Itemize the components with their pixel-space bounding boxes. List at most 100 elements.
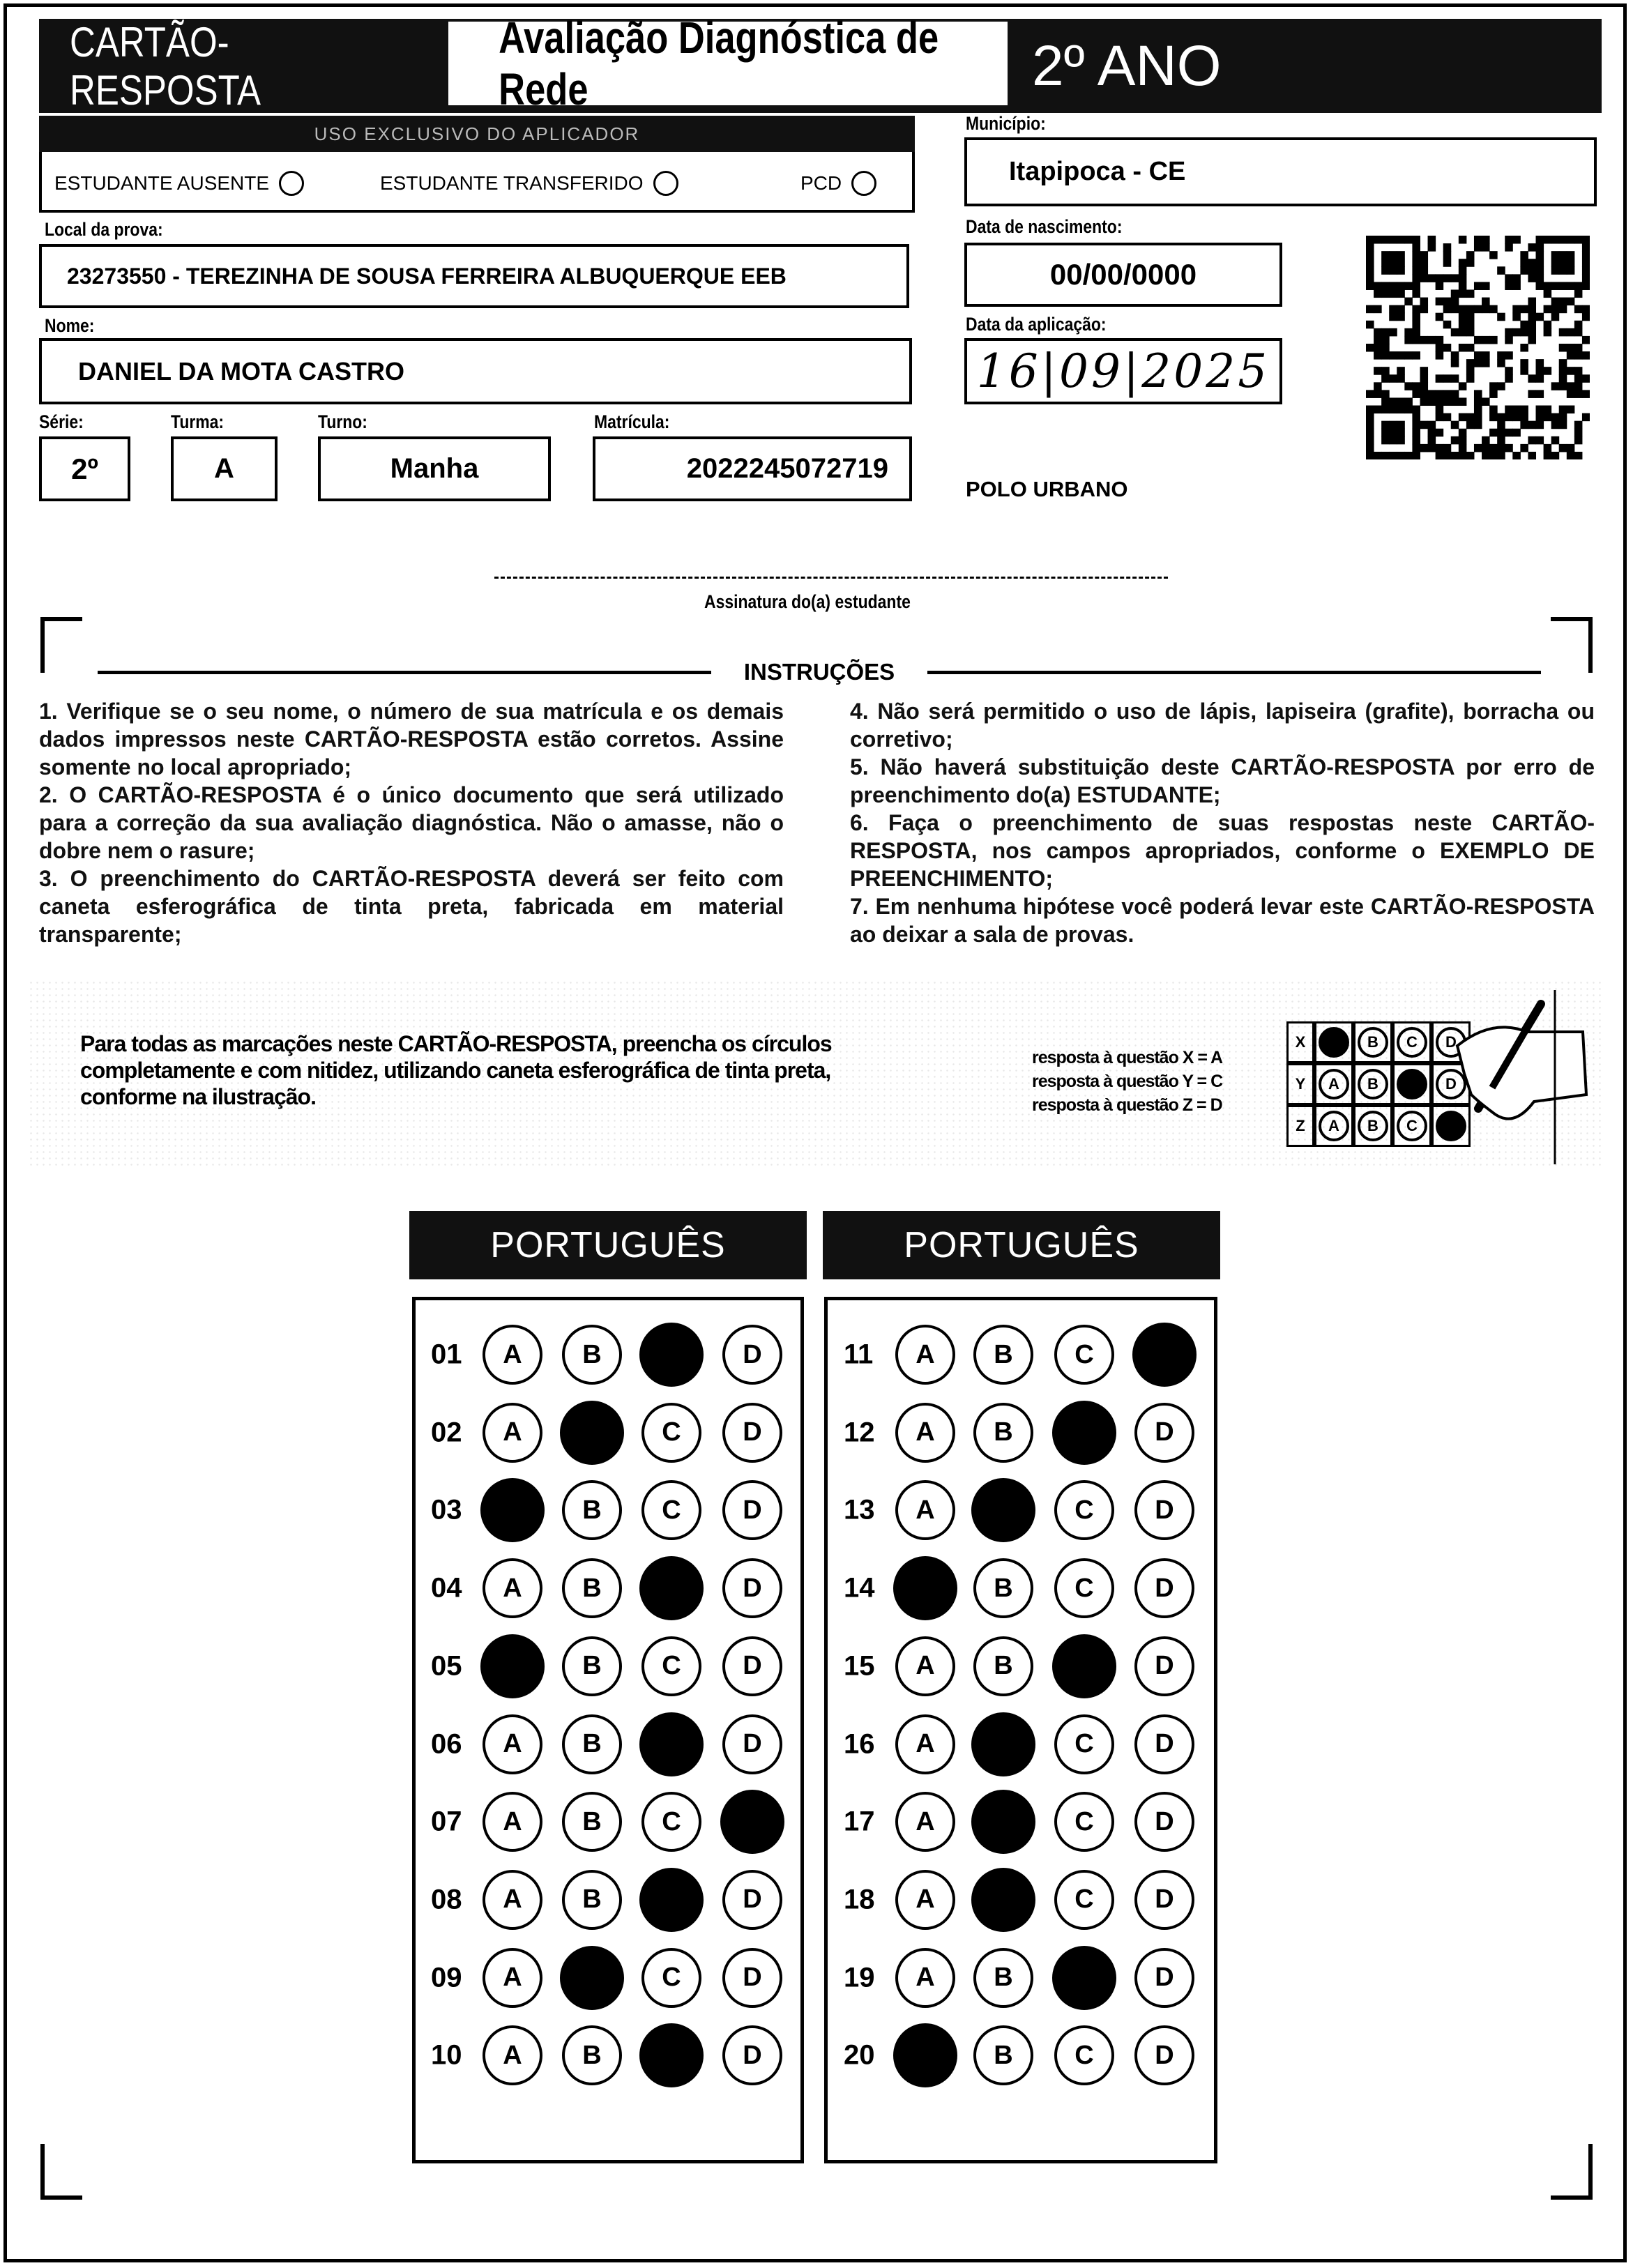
answer-bubble-07-C[interactable]: C xyxy=(641,1792,701,1852)
answer-bubble-18-D[interactable]: D xyxy=(1134,1869,1194,1930)
answer-bubble-14-C[interactable]: C xyxy=(1054,1558,1114,1619)
answer-bubble-07-B[interactable]: B xyxy=(562,1792,622,1852)
answer-bubble-12-D[interactable]: D xyxy=(1134,1402,1194,1463)
answer-bubble-07-D[interactable] xyxy=(720,1790,784,1855)
answer-bubble-16-A[interactable]: A xyxy=(895,1714,955,1774)
answer-bubble-05-C[interactable]: C xyxy=(641,1636,701,1696)
answer-bubble-19-C[interactable] xyxy=(1052,1945,1116,2010)
answer-bubble-09-B[interactable] xyxy=(560,1945,624,2010)
answer-bubble-15-B[interactable]: B xyxy=(973,1636,1033,1696)
answer-bubble-13-A[interactable]: A xyxy=(895,1480,955,1541)
answer-bubble-01-A[interactable]: A xyxy=(483,1325,542,1385)
option-absent[interactable]: ESTUDANTE AUSENTE xyxy=(54,171,305,196)
answer-bubble-14-D[interactable]: D xyxy=(1134,1558,1194,1619)
answer-bubble-09-A[interactable]: A xyxy=(483,1947,542,2008)
qr-module xyxy=(1512,405,1521,414)
answer-bubble-02-C[interactable]: C xyxy=(641,1402,701,1463)
answer-bubble-03-D[interactable]: D xyxy=(722,1480,782,1541)
answer-bubble-11-D[interactable] xyxy=(1132,1323,1197,1387)
answer-bubble-19-B[interactable]: B xyxy=(973,1947,1033,2008)
answer-bubble-10-D[interactable]: D xyxy=(722,2025,782,2086)
qr-module xyxy=(1574,305,1583,314)
answer-bubble-16-C[interactable]: C xyxy=(1054,1714,1114,1774)
qr-module xyxy=(1489,251,1498,259)
answer-bubble-11-B[interactable]: B xyxy=(973,1325,1033,1385)
answer-bubble-08-B[interactable]: B xyxy=(562,1869,622,1930)
nascimento-field: 00/00/0000 xyxy=(964,243,1282,307)
option-pcd[interactable]: PCD xyxy=(800,171,877,196)
answer-bubble-09-C[interactable]: C xyxy=(641,1947,701,2008)
answer-bubble-05-B[interactable]: B xyxy=(562,1636,622,1696)
qr-module xyxy=(1489,443,1498,452)
answer-bubble-18-A[interactable]: A xyxy=(895,1869,955,1930)
answer-bubble-04-B[interactable]: B xyxy=(562,1558,622,1619)
answer-bubble-19-A[interactable]: A xyxy=(895,1947,955,2008)
answer-bubble-06-B[interactable]: B xyxy=(562,1714,622,1774)
signature-line[interactable] xyxy=(494,577,1168,579)
answer-bubble-03-A[interactable] xyxy=(480,1478,545,1543)
answer-bubble-04-C[interactable] xyxy=(639,1556,704,1621)
radio-circle[interactable] xyxy=(851,171,877,196)
answer-bubble-07-A[interactable]: A xyxy=(483,1792,542,1852)
answer-bubble-02-B[interactable] xyxy=(560,1400,624,1465)
answer-bubble-10-A[interactable]: A xyxy=(483,2025,542,2086)
answer-bubble-17-B[interactable] xyxy=(971,1790,1035,1855)
answer-bubble-03-B[interactable]: B xyxy=(562,1480,622,1541)
answer-bubble-01-D[interactable]: D xyxy=(722,1325,782,1385)
option-label: ESTUDANTE AUSENTE xyxy=(54,172,270,194)
answer-bubble-20-A[interactable] xyxy=(893,2023,957,2088)
answer-bubble-13-C[interactable]: C xyxy=(1054,1480,1114,1541)
answer-bubble-12-B[interactable]: B xyxy=(973,1402,1033,1463)
answer-bubble-20-C[interactable]: C xyxy=(1054,2025,1114,2086)
answer-bubble-02-D[interactable]: D xyxy=(722,1402,782,1463)
answer-bubble-08-D[interactable]: D xyxy=(722,1869,782,1930)
answer-bubble-08-A[interactable]: A xyxy=(483,1869,542,1930)
answer-bubble-13-D[interactable]: D xyxy=(1134,1480,1194,1541)
qr-module xyxy=(1404,382,1413,390)
qr-module xyxy=(1389,259,1397,267)
answer-bubble-12-C[interactable] xyxy=(1052,1400,1116,1465)
answer-bubble-16-B[interactable] xyxy=(971,1712,1035,1776)
answer-bubble-01-B[interactable]: B xyxy=(562,1325,622,1385)
answer-bubble-18-C[interactable]: C xyxy=(1054,1869,1114,1930)
answer-bubble-12-A[interactable]: A xyxy=(895,1402,955,1463)
applicator-title: USO EXCLUSIVO DO APLICADOR xyxy=(39,116,915,152)
answer-bubble-10-B[interactable]: B xyxy=(562,2025,622,2086)
answer-bubble-15-C[interactable] xyxy=(1052,1634,1116,1698)
answer-bubble-17-A[interactable]: A xyxy=(895,1792,955,1852)
answer-bubble-18-B[interactable] xyxy=(971,1867,1035,1932)
radio-circle[interactable] xyxy=(653,171,678,196)
answer-bubble-09-D[interactable]: D xyxy=(722,1947,782,2008)
answer-bubble-04-A[interactable]: A xyxy=(483,1558,542,1619)
answer-bubble-15-A[interactable]: A xyxy=(895,1636,955,1696)
answer-bubble-03-C[interactable]: C xyxy=(641,1480,701,1541)
answer-bubble-05-D[interactable]: D xyxy=(722,1636,782,1696)
answer-bubble-10-C[interactable] xyxy=(639,2023,704,2088)
answer-bubble-17-C[interactable]: C xyxy=(1054,1792,1114,1852)
answer-bubble-08-C[interactable] xyxy=(639,1867,704,1932)
answer-bubble-19-D[interactable]: D xyxy=(1134,1947,1194,2008)
qr-module xyxy=(1566,259,1575,267)
answer-bubble-05-A[interactable] xyxy=(480,1634,545,1698)
answer-bubble-14-A[interactable] xyxy=(893,1556,957,1621)
answer-bubble-01-C[interactable] xyxy=(639,1323,704,1387)
option-transferred[interactable]: ESTUDANTE TRANSFERIDO xyxy=(380,171,678,196)
answer-bubble-16-D[interactable]: D xyxy=(1134,1714,1194,1774)
answer-bubble-11-A[interactable]: A xyxy=(895,1325,955,1385)
answer-bubble-15-D[interactable]: D xyxy=(1134,1636,1194,1696)
answer-bubble-17-D[interactable]: D xyxy=(1134,1792,1194,1852)
answer-bubble-13-B[interactable] xyxy=(971,1478,1035,1543)
answer-bubble-06-A[interactable]: A xyxy=(483,1714,542,1774)
qr-module xyxy=(1543,320,1552,329)
answer-bubble-20-D[interactable]: D xyxy=(1134,2025,1194,2086)
answer-bubble-06-D[interactable]: D xyxy=(722,1714,782,1774)
answer-bubble-20-B[interactable]: B xyxy=(973,2025,1033,2086)
answer-bubble-06-C[interactable] xyxy=(639,1712,704,1776)
answer-bubble-11-C[interactable]: C xyxy=(1054,1325,1114,1385)
radio-circle[interactable] xyxy=(279,171,305,196)
qr-module xyxy=(1466,251,1475,259)
answer-bubble-04-D[interactable]: D xyxy=(722,1558,782,1619)
answer-bubble-02-A[interactable]: A xyxy=(483,1402,542,1463)
answer-bubble-14-B[interactable]: B xyxy=(973,1558,1033,1619)
qr-module xyxy=(1505,367,1513,375)
